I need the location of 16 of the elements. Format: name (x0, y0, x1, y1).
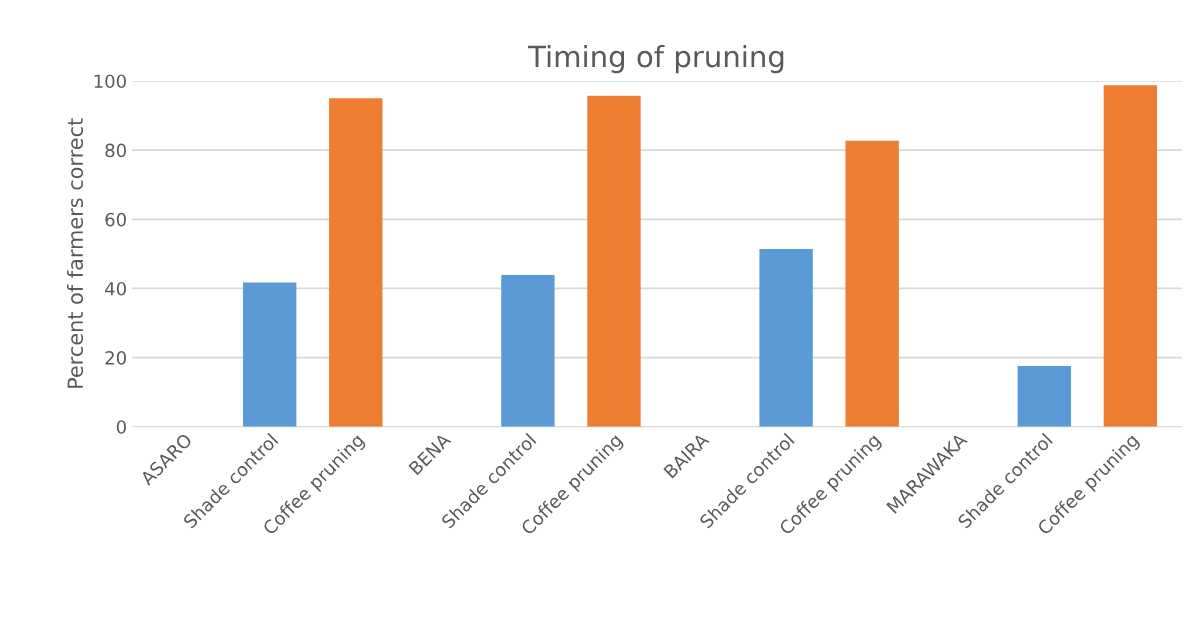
bar (243, 282, 297, 427)
bar (1103, 85, 1158, 427)
y-tick-label: 0 (116, 420, 126, 434)
bar (329, 98, 383, 427)
bar (501, 274, 555, 427)
y-tick-label: 60 (105, 212, 126, 227)
bar (845, 140, 899, 427)
bar (1017, 365, 1071, 427)
y-tick-label: 40 (105, 281, 126, 296)
y-tick-label: 80 (105, 143, 126, 158)
y-tick-label: 100 (94, 74, 126, 89)
chart-title: Timing of pruning (528, 44, 784, 74)
y-axis-title: Percent of farmers correct (66, 118, 84, 388)
y-tick-label: 20 (105, 351, 126, 365)
bar (587, 95, 641, 427)
bar (759, 249, 813, 427)
